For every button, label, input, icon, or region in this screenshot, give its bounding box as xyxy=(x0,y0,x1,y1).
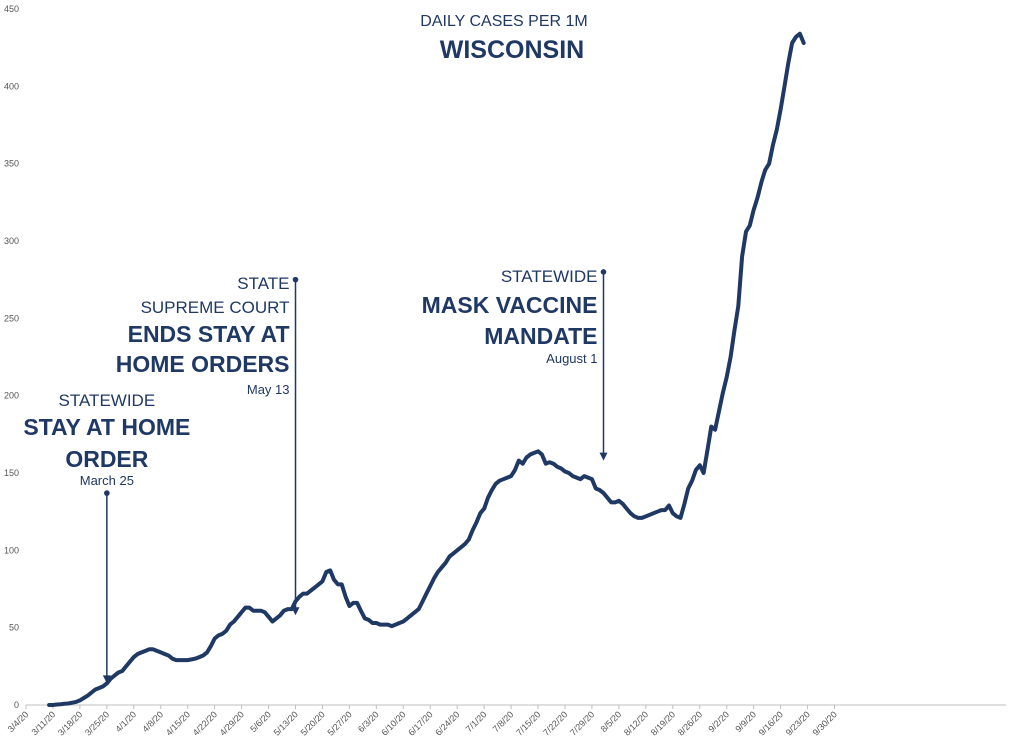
y-tick-label: 400 xyxy=(4,81,19,91)
x-tick-label: 9/2/20 xyxy=(706,709,731,734)
x-tick-label: 3/18/20 xyxy=(56,709,84,737)
y-tick-label: 100 xyxy=(4,545,19,555)
x-tick-label: 7/22/20 xyxy=(541,709,569,737)
chart-title: WISCONSIN xyxy=(440,36,584,64)
x-tick-label: 6/24/20 xyxy=(433,709,461,737)
annotation-heading: ORDER xyxy=(65,446,148,472)
x-tick-label: 6/3/20 xyxy=(356,709,381,734)
annotation-marker-dot xyxy=(600,269,607,275)
series-group xyxy=(47,31,806,707)
x-tick-label: 7/8/20 xyxy=(491,709,516,734)
annotation-marker-dot xyxy=(292,276,299,283)
x-tick-label: 9/23/20 xyxy=(784,709,812,737)
annotation-heading: ENDS STAY AT xyxy=(128,321,290,347)
y-tick-label: 200 xyxy=(4,391,19,401)
x-tick-label: 3/25/20 xyxy=(83,709,111,737)
x-tick-label: 7/1/20 xyxy=(464,709,489,734)
annotation-pretext: STATEWIDE xyxy=(501,267,598,286)
x-tick-label: 8/5/20 xyxy=(599,709,624,734)
x-tick-label: 6/17/20 xyxy=(406,709,434,737)
x-tick-label: 4/15/20 xyxy=(164,709,192,737)
x-tick-label: 5/13/20 xyxy=(272,709,300,737)
annotation-date: August 1 xyxy=(546,351,597,366)
x-tick-label: 9/30/20 xyxy=(811,709,839,737)
chart-subtitle: DAILY CASES PER 1M xyxy=(420,13,587,30)
annotation-marker-dot xyxy=(104,490,110,496)
annotation-arrowhead xyxy=(102,675,111,684)
annotation-heading: STAY AT HOME xyxy=(23,414,190,440)
y-tick-label: 0 xyxy=(14,700,19,710)
annotation-pretext: SUPREME COURT xyxy=(141,298,290,317)
x-tick-label: 9/9/20 xyxy=(733,709,758,734)
x-tick-label: 6/10/20 xyxy=(379,709,407,737)
annotation-2: STATE SUPREME COURT ENDS STAY AT HOME ORDER… xyxy=(116,274,300,616)
x-tick-label: 4/22/20 xyxy=(191,709,219,737)
x-tick-label: 3/4/20 xyxy=(6,709,31,734)
annotation-date: May 13 xyxy=(247,382,290,397)
y-tick-label: 50 xyxy=(9,623,19,633)
y-tick-label: 300 xyxy=(4,236,19,246)
annotation-pretext: STATE xyxy=(237,274,289,293)
x-tick-label: 4/29/20 xyxy=(218,709,246,737)
annotation-heading: MASK VACCINE xyxy=(422,292,598,318)
x-tick-label: 4/1/20 xyxy=(113,709,138,734)
x-tick-label: 7/29/20 xyxy=(568,709,596,737)
annotation-pretext: STATEWIDE xyxy=(59,391,156,410)
x-tick-label: 3/11/20 xyxy=(30,709,58,737)
x-axis: 3/4/20 3/11/203/18/203/25/20 4/1/20 4/8/204… xyxy=(6,704,1006,738)
x-tick-label: 9/16/20 xyxy=(757,709,785,737)
y-tick-label: 250 xyxy=(4,313,19,323)
x-tick-label: 8/12/20 xyxy=(622,709,650,737)
series-line xyxy=(47,31,806,707)
annotation-date: March 25 xyxy=(80,473,134,488)
y-axis: 0 50 100 150 200 250 300 350 400 450 xyxy=(4,4,19,710)
annotation-3: STATEWIDE MASK VACCINE MANDATE August 1 xyxy=(422,267,608,461)
x-tick-label: 5/27/20 xyxy=(326,709,354,737)
x-tick-label: 7/15/20 xyxy=(514,709,542,737)
y-tick-label: 150 xyxy=(4,468,19,478)
x-tick-label: 8/19/20 xyxy=(649,709,677,737)
annotation-arrowhead xyxy=(599,452,608,461)
x-tick-label: 5/20/20 xyxy=(299,709,327,737)
x-tick-label: 4/8/20 xyxy=(140,709,165,734)
y-tick-label: 350 xyxy=(4,159,19,169)
x-tick-label: 5/6/20 xyxy=(248,709,273,734)
y-tick-label: 450 xyxy=(4,4,19,14)
x-tick-label: 8/26/20 xyxy=(676,709,704,737)
annotation-heading: HOME ORDERS xyxy=(116,351,290,377)
annotation-heading: MANDATE xyxy=(484,323,597,349)
